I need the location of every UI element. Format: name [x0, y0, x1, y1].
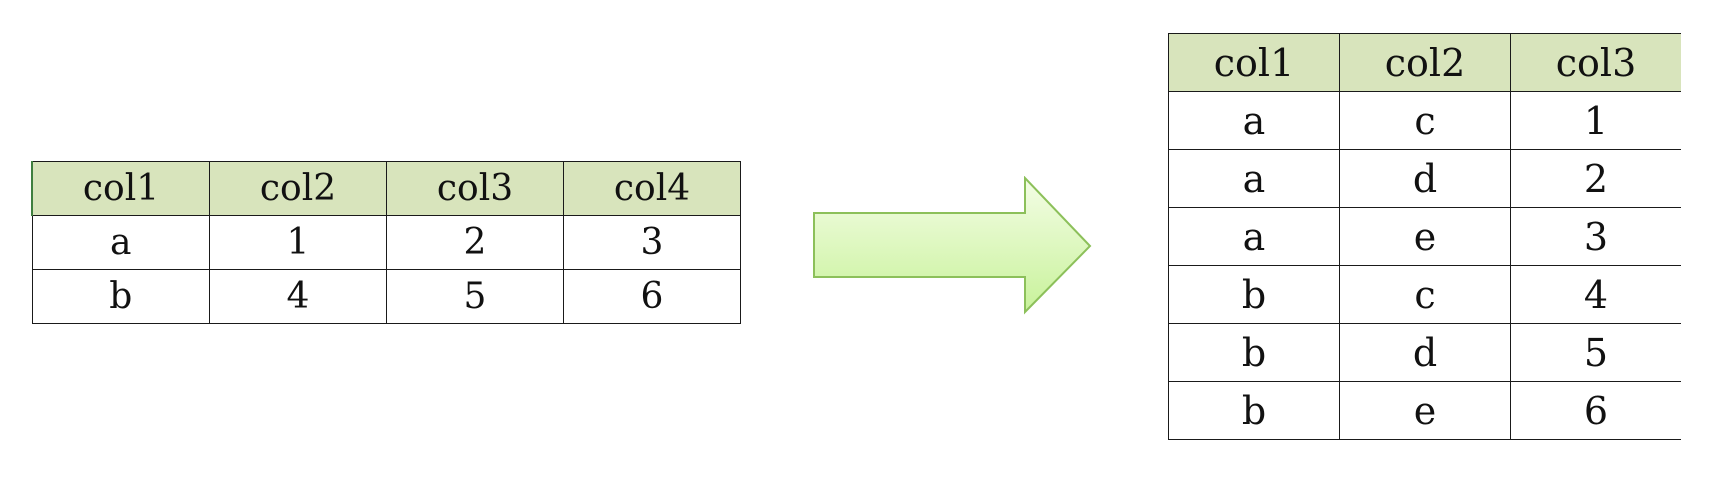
table-cell: 1	[1510, 91, 1681, 150]
table-row: b d 5	[1168, 323, 1681, 382]
table-header-row: col1 col2 col3 col4	[31, 161, 741, 216]
table-cell: e	[1339, 207, 1511, 266]
right-arrow-icon	[813, 176, 1092, 315]
table-cell: b	[31, 269, 210, 324]
table-cell: 4	[209, 269, 387, 324]
header-cell: col2	[1339, 33, 1511, 92]
table-cell: 2	[386, 215, 564, 270]
table-cell: 1	[209, 215, 387, 270]
table-cell: a	[1168, 149, 1340, 208]
table-cell: b	[1168, 323, 1340, 382]
table-cell: 4	[1510, 265, 1681, 324]
table-cell: 5	[1510, 323, 1681, 382]
result-table: col1 col2 col3 a c 1 a d 2 a e 3 b c 4 b…	[1168, 33, 1681, 440]
table-row: a 1 2 3	[31, 215, 741, 270]
table-row: a d 2	[1168, 149, 1681, 208]
table-cell: a	[1168, 91, 1340, 150]
table-row: b e 6	[1168, 381, 1681, 440]
header-cell: col1	[31, 161, 210, 216]
table-cell: b	[1168, 381, 1340, 440]
header-cell: col3	[1510, 33, 1681, 92]
table-cell: c	[1339, 265, 1511, 324]
table-row: a c 1	[1168, 91, 1681, 150]
table-cell: d	[1339, 323, 1511, 382]
header-cell: col1	[1168, 33, 1340, 92]
table-row: b c 4	[1168, 265, 1681, 324]
table-cell: 2	[1510, 149, 1681, 208]
table-cell: 3	[1510, 207, 1681, 266]
table-cell: a	[31, 215, 210, 270]
table-cell: a	[1168, 207, 1340, 266]
source-table: col1 col2 col3 col4 a 1 2 3 b 4 5 6	[31, 161, 741, 324]
table-cell: b	[1168, 265, 1340, 324]
table-cell: 6	[1510, 381, 1681, 440]
table-cell: c	[1339, 91, 1511, 150]
table-cell: 5	[386, 269, 564, 324]
header-cell: col3	[386, 161, 564, 216]
table-header-row: col1 col2 col3	[1168, 33, 1681, 92]
table-cell: 3	[563, 215, 741, 270]
table-cell: e	[1339, 381, 1511, 440]
table-row: a e 3	[1168, 207, 1681, 266]
header-cell: col2	[209, 161, 387, 216]
table-cell: d	[1339, 149, 1511, 208]
table-cell: 6	[563, 269, 741, 324]
header-cell: col4	[563, 161, 741, 216]
table-row: b 4 5 6	[31, 269, 741, 324]
